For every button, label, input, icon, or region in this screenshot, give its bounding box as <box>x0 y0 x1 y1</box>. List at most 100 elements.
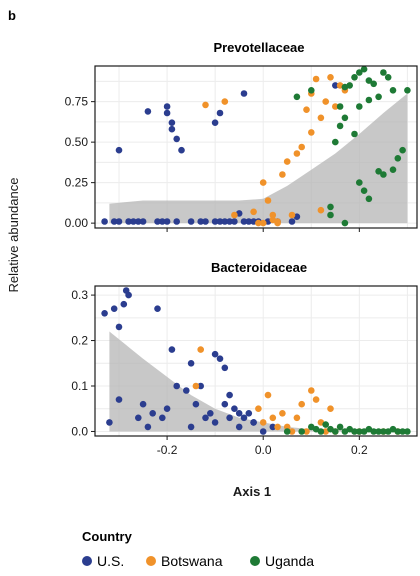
prevotellaceae-point-uganda <box>360 187 368 194</box>
legend-label-botswana: Botswana <box>161 553 223 569</box>
prevotellaceae-point-us <box>221 218 229 225</box>
prevotellaceae-point-us <box>115 218 123 225</box>
panel-letter: b <box>8 8 16 23</box>
prevotellaceae-point-botswana <box>288 211 296 219</box>
bacteroidaceae-point-us <box>135 414 142 422</box>
prevotellaceae-point-us <box>139 218 147 225</box>
bacteroidaceae-point-botswana <box>303 428 310 435</box>
bacteroidaceae-point-us <box>226 391 233 399</box>
prevotellaceae-point-us <box>216 218 224 225</box>
prevotellaceae-plot: 0.00 0.25 0.50 0.75 <box>65 65 418 232</box>
prevotellaceae-point-uganda <box>375 168 382 175</box>
prevotellaceae-point-us <box>211 119 219 126</box>
bacteroidaceae-point-botswana <box>274 423 281 431</box>
prevotellaceae-point-uganda <box>351 130 358 138</box>
prevotellaceae-y-tick-label: 0.00 <box>65 216 89 230</box>
prevotellaceae-point-us <box>130 218 137 225</box>
bacteroidaceae-point-us <box>187 423 195 431</box>
legend: Country U.S. Botswana Uganda <box>82 529 314 569</box>
prevotellaceae-border <box>94 65 418 229</box>
prevotellaceae-point-botswana <box>250 208 257 216</box>
y-axis-title: Relative abundance <box>6 178 21 293</box>
panel-title-prevotellaceae: Prevotellaceae <box>213 40 304 55</box>
prevotellaceae-point-us <box>159 218 166 225</box>
prevotellaceae-point-botswana <box>317 206 325 214</box>
prevotellaceae-point-botswana <box>231 211 238 219</box>
bacteroidaceae-point-us <box>211 419 219 426</box>
bacteroidaceae-point-botswana <box>192 382 200 390</box>
prevotellaceae-point-botswana <box>274 219 281 227</box>
prevotellaceae-point-us <box>110 218 118 225</box>
prevotellaceae-y-tick-label: 0.25 <box>65 176 89 190</box>
bacteroidaceae-point-uganda <box>312 425 320 433</box>
bacteroidaceae-point-uganda <box>332 428 339 435</box>
prevotellaceae-point-us <box>115 146 123 154</box>
bacteroidaceae-point-us <box>110 305 118 313</box>
bacteroidaceae-point-us <box>144 423 152 431</box>
legend-swatch-u-s- <box>82 556 92 566</box>
prevotellaceae-point-uganda <box>375 93 382 101</box>
bacteroidaceae-x-tick-label: 0.2 <box>351 443 368 457</box>
bacteroidaceae-point-us <box>173 382 180 390</box>
prevotellaceae-point-us <box>197 218 204 225</box>
bacteroidaceae-point-us <box>154 305 161 313</box>
prevotellaceae-point-botswana <box>332 103 339 110</box>
prevotellaceae-point-us <box>245 218 253 225</box>
prevotellaceae-point-botswana <box>221 98 229 105</box>
bacteroidaceae-point-uganda <box>370 428 378 435</box>
bacteroidaceae-point-uganda <box>351 428 358 435</box>
prevotellaceae-point-botswana <box>279 171 286 178</box>
prevotellaceae-point-uganda <box>380 171 387 178</box>
prevotellaceae-point-botswana <box>298 143 306 151</box>
prevotellaceae-point-botswana <box>293 150 301 157</box>
bacteroidaceae-y-tick-label: 0.2 <box>71 334 88 348</box>
bacteroidaceae-point-us <box>226 414 233 422</box>
prevotellaceae-point-botswana <box>322 98 330 105</box>
prevotellaceae-point-botswana <box>259 219 267 227</box>
prevotellaceae-point-uganda <box>389 166 397 173</box>
prevotellaceae-point-uganda <box>365 195 373 203</box>
prevotellaceae-point-botswana <box>312 75 320 83</box>
bacteroidaceae-point-botswana <box>259 419 267 426</box>
prevotellaceae-point-us <box>211 218 219 225</box>
prevotellaceae-point-us <box>163 109 171 117</box>
bacteroidaceae-point-us <box>139 400 147 408</box>
prevotellaceae-point-botswana <box>255 219 262 227</box>
bacteroidaceae-point-uganda <box>380 428 387 435</box>
bacteroidaceae-plot: 0.0 0.1 0.2 0.3 -0.2 0.0 0.2 <box>71 285 418 457</box>
prevotellaceae-point-uganda <box>336 103 344 110</box>
legend-label-u-s-: U.S. <box>97 553 124 569</box>
bacteroidaceae-smooth-ribbon <box>109 331 408 432</box>
prevotellaceae-point-uganda <box>308 87 315 94</box>
bacteroidaceae-point-us <box>183 387 190 394</box>
prevotellaceae-point-us <box>135 218 142 225</box>
bacteroidaceae-point-botswana <box>288 428 296 435</box>
prevotellaceae-point-us <box>178 146 185 154</box>
bacteroidaceae-point-botswana <box>293 414 301 422</box>
bacteroidaceae-point-botswana <box>327 405 334 413</box>
prevotellaceae-point-us <box>168 119 176 126</box>
prevotellaceae-point-us <box>288 218 296 225</box>
bacteroidaceae-point-us <box>197 382 204 390</box>
prevotellaceae-point-botswana <box>283 158 291 165</box>
bacteroidaceae-x-tick-label: 0.0 <box>255 443 272 457</box>
bacteroidaceae-point-us <box>122 287 130 294</box>
bacteroidaceae-point-uganda <box>298 428 306 435</box>
legend-swatch-botswana <box>146 556 156 566</box>
prevotellaceae-point-uganda <box>365 77 373 84</box>
prevotellaceae-y-tick-label: 0.75 <box>65 95 89 109</box>
prevotellaceae-point-botswana <box>202 101 209 109</box>
prevotellaceae-point-us <box>168 125 176 133</box>
x-axis-title: Axis 1 <box>233 484 271 499</box>
bacteroidaceae-point-us <box>245 410 253 417</box>
prevotellaceae-point-botswana <box>264 197 272 204</box>
prevotellaceae-point-us <box>240 218 248 225</box>
bacteroidaceae-point-us <box>115 323 123 331</box>
bacteroidaceae-point-us <box>115 396 123 403</box>
bacteroidaceae-point-us <box>168 346 176 353</box>
prevotellaceae-point-uganda <box>360 65 368 73</box>
bacteroidaceae-point-us <box>259 428 267 435</box>
prevotellaceae-point-uganda <box>351 74 358 81</box>
bacteroidaceae-point-us <box>269 423 277 431</box>
bacteroidaceae-point-us <box>216 355 224 363</box>
